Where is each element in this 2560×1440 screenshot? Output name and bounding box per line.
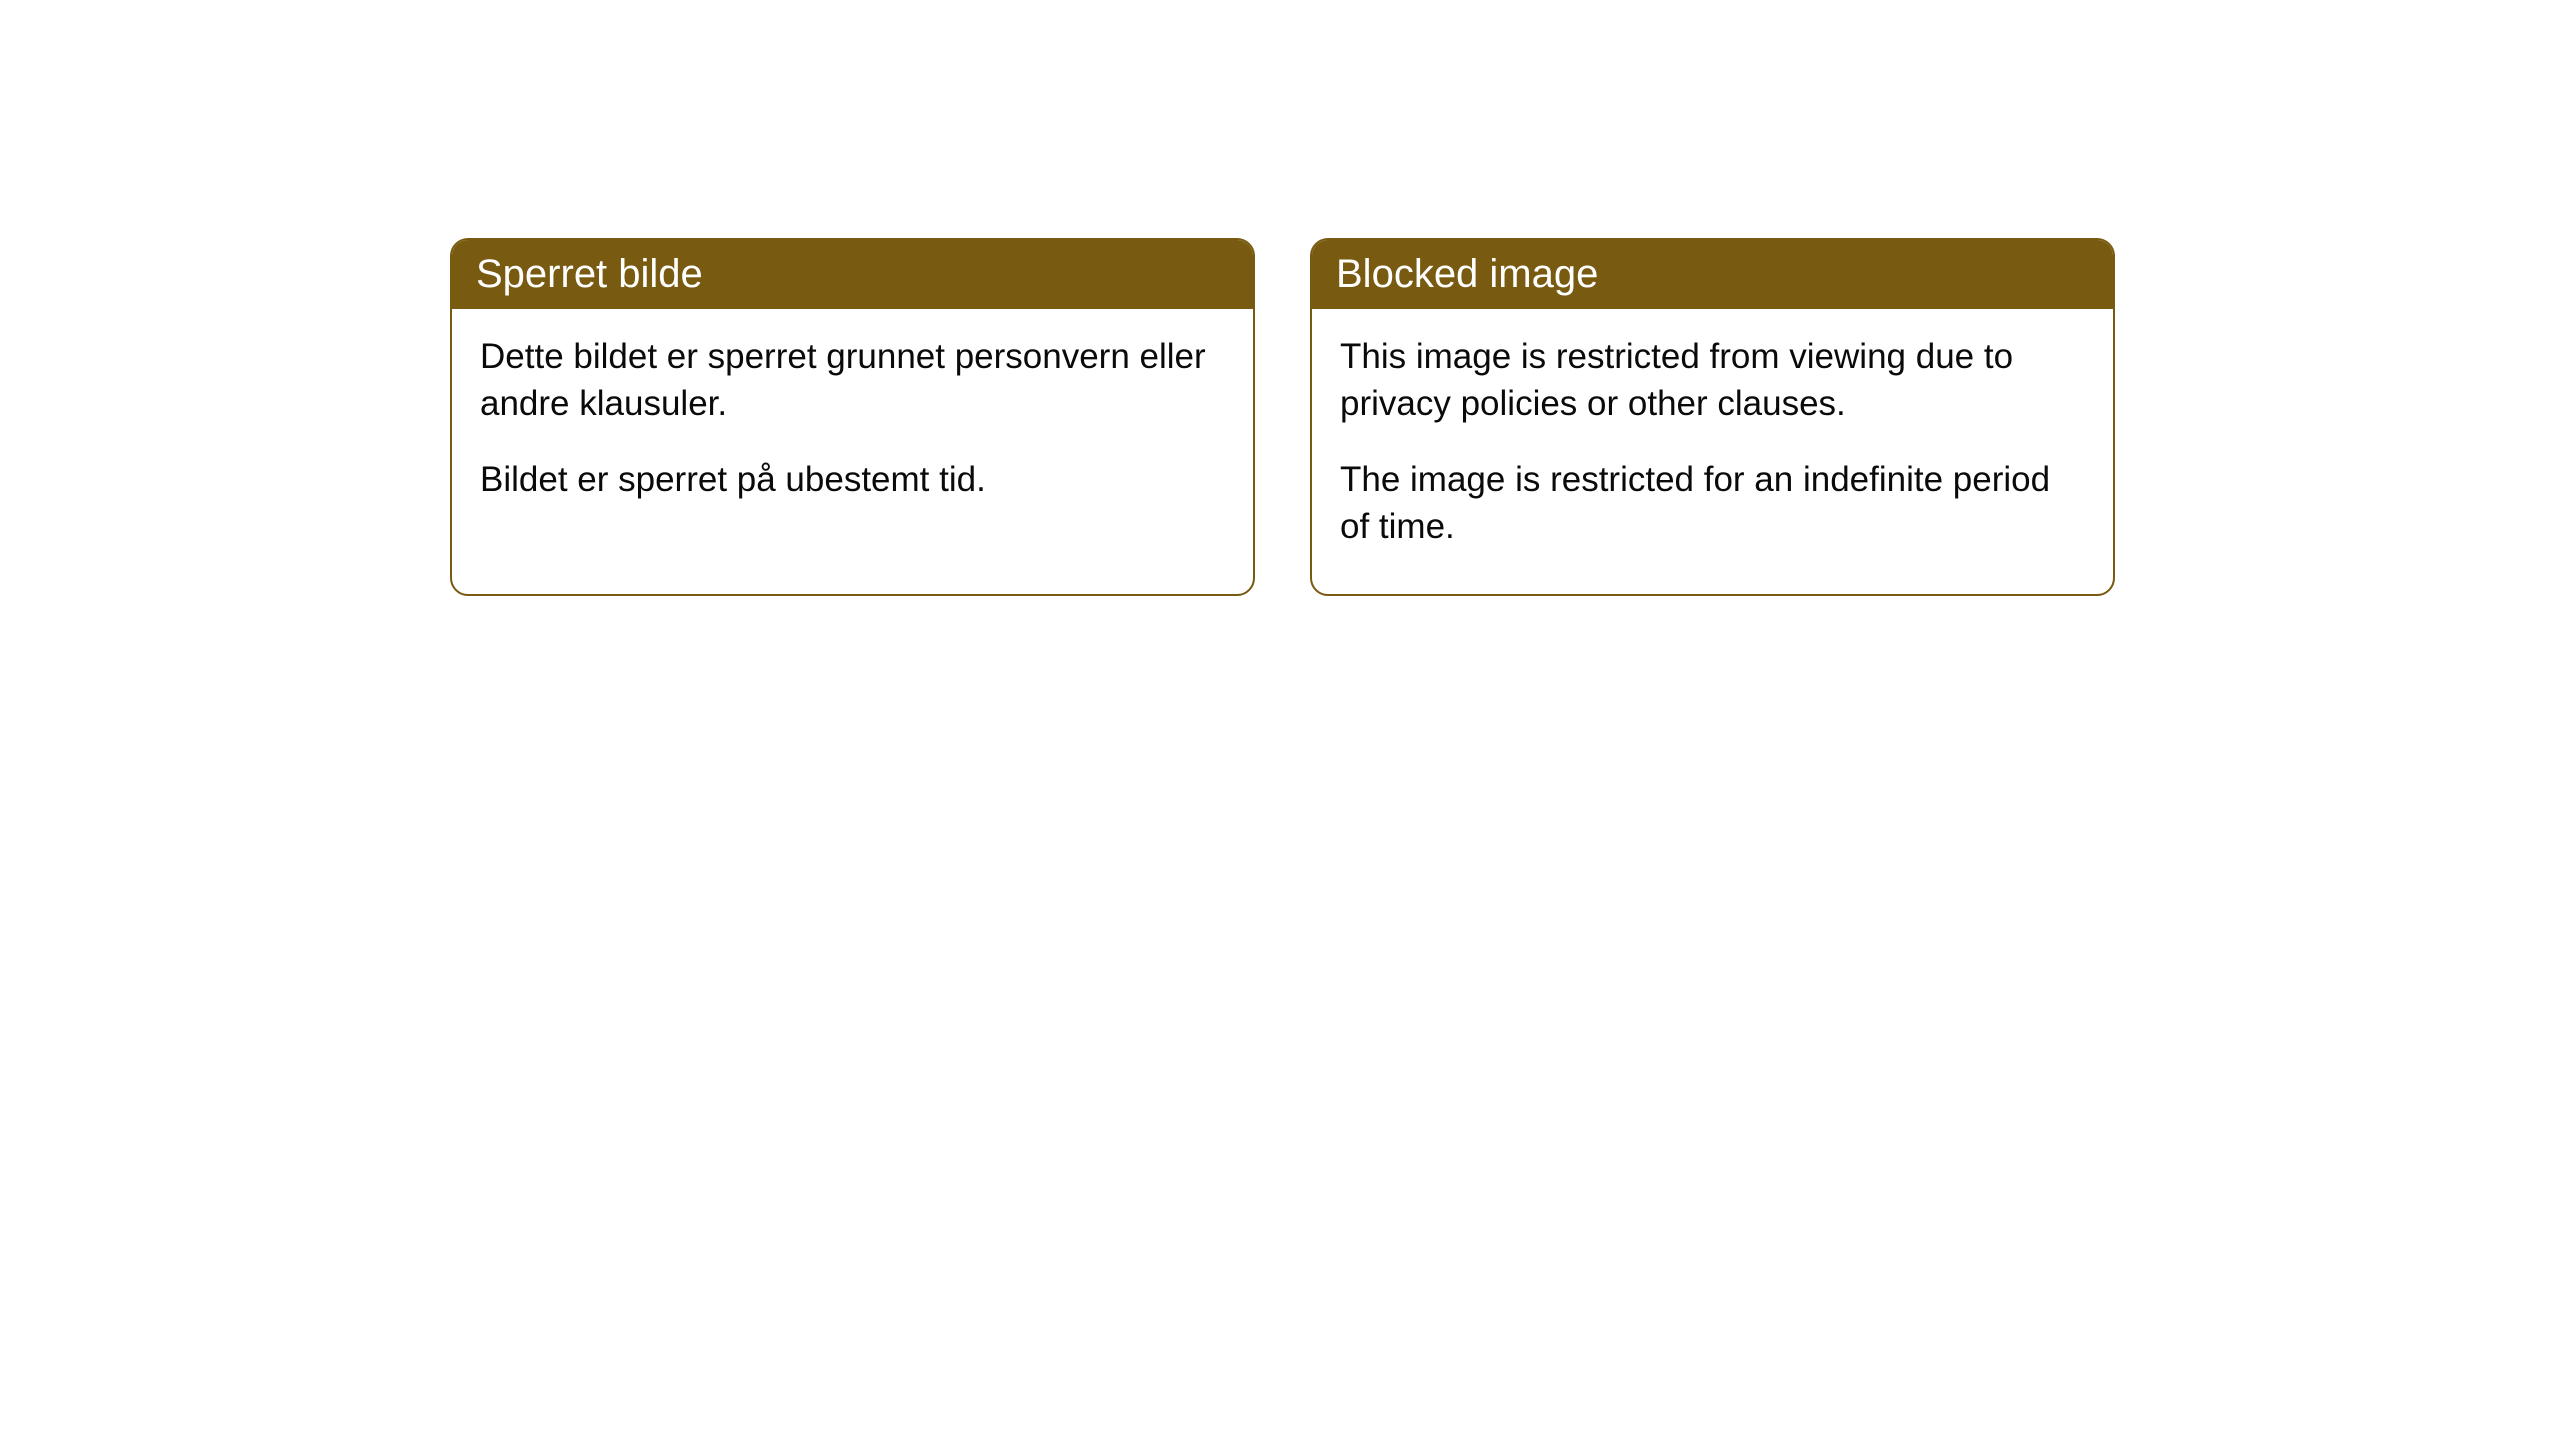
card-title: Sperret bilde bbox=[476, 252, 703, 296]
card-paragraph: This image is restricted from viewing du… bbox=[1340, 333, 2085, 428]
card-body: This image is restricted from viewing du… bbox=[1312, 309, 2113, 594]
card-header: Blocked image bbox=[1312, 240, 2113, 309]
notice-card-norwegian: Sperret bilde Dette bildet er sperret gr… bbox=[450, 238, 1255, 596]
card-header: Sperret bilde bbox=[452, 240, 1253, 309]
card-paragraph: Dette bildet er sperret grunnet personve… bbox=[480, 333, 1225, 428]
notice-card-english: Blocked image This image is restricted f… bbox=[1310, 238, 2115, 596]
card-paragraph: The image is restricted for an indefinit… bbox=[1340, 456, 2085, 551]
card-paragraph: Bildet er sperret på ubestemt tid. bbox=[480, 456, 1225, 503]
notice-cards-container: Sperret bilde Dette bildet er sperret gr… bbox=[450, 238, 2115, 596]
card-title: Blocked image bbox=[1336, 252, 1598, 296]
card-body: Dette bildet er sperret grunnet personve… bbox=[452, 309, 1253, 547]
